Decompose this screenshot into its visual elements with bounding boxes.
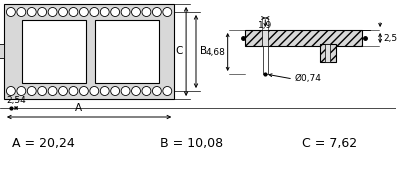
Circle shape — [121, 86, 130, 96]
Circle shape — [48, 7, 57, 17]
Text: Ø0,74: Ø0,74 — [295, 74, 322, 84]
Circle shape — [142, 7, 151, 17]
Circle shape — [6, 86, 15, 96]
Circle shape — [152, 7, 161, 17]
Circle shape — [152, 86, 161, 96]
Bar — [95, 20, 159, 83]
Circle shape — [69, 86, 78, 96]
Circle shape — [27, 7, 36, 17]
Circle shape — [111, 86, 120, 96]
Bar — [320, 44, 336, 62]
Text: B: B — [200, 46, 207, 57]
Bar — [325, 44, 330, 62]
Circle shape — [38, 7, 47, 17]
Bar — [262, 30, 268, 46]
Text: 1,9: 1,9 — [258, 21, 272, 30]
Circle shape — [58, 7, 68, 17]
Circle shape — [69, 7, 78, 17]
Circle shape — [48, 86, 57, 96]
Circle shape — [58, 86, 68, 96]
Circle shape — [38, 86, 47, 96]
Circle shape — [80, 7, 88, 17]
Text: 4,68: 4,68 — [206, 48, 226, 57]
Text: 2,5: 2,5 — [383, 34, 397, 42]
Circle shape — [17, 86, 26, 96]
Circle shape — [80, 86, 88, 96]
Circle shape — [121, 7, 130, 17]
Circle shape — [132, 86, 140, 96]
Circle shape — [17, 7, 26, 17]
Bar — [246, 30, 362, 46]
Text: 2,54: 2,54 — [6, 96, 26, 105]
Text: A = 20,24: A = 20,24 — [12, 136, 75, 149]
Text: A: A — [75, 103, 82, 113]
Circle shape — [142, 86, 151, 96]
Circle shape — [163, 86, 172, 96]
Bar — [0, 44, 4, 58]
Circle shape — [27, 86, 36, 96]
Circle shape — [6, 7, 15, 17]
Text: B = 10,08: B = 10,08 — [160, 136, 224, 149]
Circle shape — [90, 7, 99, 17]
Circle shape — [90, 86, 99, 96]
Text: C = 7,62: C = 7,62 — [302, 136, 357, 149]
Circle shape — [132, 7, 140, 17]
Circle shape — [100, 86, 109, 96]
Bar — [4, 4, 174, 99]
Circle shape — [163, 7, 172, 17]
Circle shape — [111, 7, 120, 17]
Bar — [263, 46, 268, 74]
Text: C: C — [176, 46, 183, 57]
Bar — [22, 20, 86, 83]
Circle shape — [100, 7, 109, 17]
